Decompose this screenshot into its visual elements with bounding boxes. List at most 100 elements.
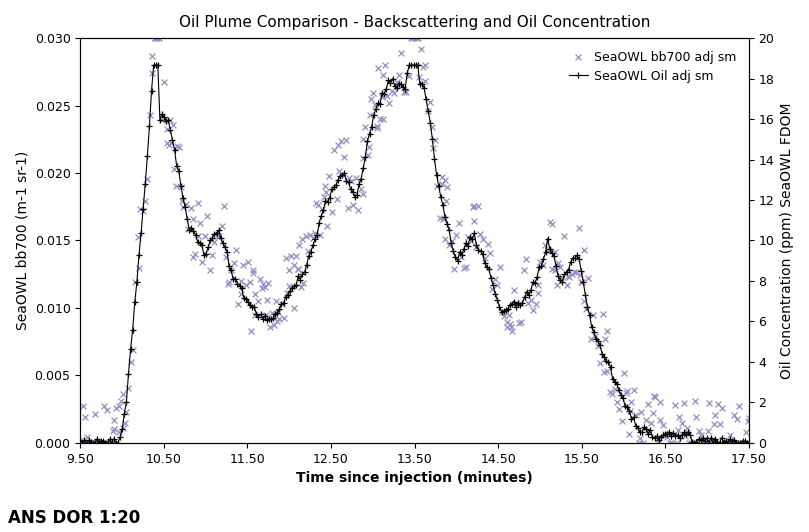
SeaOWL bb700 adj sm — [435, 173, 448, 181]
SeaOWL bb700 adj sm — [191, 232, 204, 240]
SeaOWL bb700 adj sm — [371, 122, 384, 130]
SeaOWL bb700 adj sm — [146, 69, 159, 77]
SeaOWL bb700 adj sm — [148, 34, 161, 43]
SeaOWL bb700 adj sm — [118, 419, 131, 427]
SeaOWL bb700 adj sm — [103, 438, 116, 447]
SeaOWL bb700 adj sm — [153, 34, 166, 43]
SeaOWL bb700 adj sm — [100, 405, 113, 414]
SeaOWL bb700 adj sm — [131, 232, 144, 241]
SeaOWL bb700 adj sm — [143, 111, 156, 120]
Y-axis label: Oil Concentration (ppm) SeaOWL FDOM: Oil Concentration (ppm) SeaOWL FDOM — [780, 102, 794, 379]
SeaOWL bb700 adj sm — [129, 278, 142, 286]
SeaOWL bb700 adj sm — [625, 397, 638, 406]
SeaOWL bb700 adj sm — [529, 300, 542, 308]
SeaOWL bb700 adj sm — [275, 300, 288, 308]
SeaOWL bb700 adj sm — [108, 415, 121, 424]
SeaOWL bb700 adj sm — [634, 408, 647, 416]
SeaOWL bb700 adj sm — [365, 95, 378, 104]
SeaOWL bb700 adj sm — [222, 278, 235, 286]
SeaOWL bb700 adj sm — [383, 99, 396, 107]
SeaOWL bb700 adj sm — [244, 327, 257, 336]
SeaOWL bb700 adj sm — [608, 385, 621, 394]
SeaOWL bb700 adj sm — [138, 196, 151, 205]
SeaOWL bb700 adj sm — [282, 281, 295, 290]
SeaOWL bb700 adj sm — [242, 258, 255, 267]
SeaOWL bb700 adj sm — [352, 205, 365, 214]
SeaOWL bb700 adj sm — [163, 141, 176, 149]
SeaOWL bb700 adj sm — [281, 289, 294, 297]
SeaOWL bb700 adj sm — [561, 281, 574, 289]
SeaOWL Oil adj sm — [176, 182, 186, 189]
SeaOWL Oil adj sm — [149, 62, 159, 68]
SeaOWL bb700 adj sm — [687, 438, 700, 447]
SeaOWL bb700 adj sm — [222, 280, 235, 288]
SeaOWL bb700 adj sm — [735, 438, 748, 447]
SeaOWL bb700 adj sm — [740, 428, 753, 437]
SeaOWL bb700 adj sm — [439, 196, 452, 205]
SeaOWL bb700 adj sm — [317, 193, 330, 202]
SeaOWL bb700 adj sm — [235, 289, 248, 298]
SeaOWL bb700 adj sm — [584, 334, 597, 343]
SeaOWL bb700 adj sm — [258, 282, 271, 291]
SeaOWL bb700 adj sm — [409, 34, 422, 43]
SeaOWL bb700 adj sm — [407, 34, 420, 43]
SeaOWL bb700 adj sm — [160, 138, 173, 147]
SeaOWL bb700 adj sm — [445, 237, 458, 245]
SeaOWL bb700 adj sm — [611, 397, 624, 406]
SeaOWL bb700 adj sm — [727, 411, 740, 419]
SeaOWL bb700 adj sm — [385, 87, 398, 96]
SeaOWL bb700 adj sm — [107, 427, 120, 435]
SeaOWL bb700 adj sm — [112, 402, 125, 411]
SeaOWL bb700 adj sm — [395, 48, 408, 57]
SeaOWL bb700 adj sm — [155, 116, 168, 124]
SeaOWL bb700 adj sm — [141, 174, 154, 183]
SeaOWL bb700 adj sm — [208, 238, 221, 246]
SeaOWL bb700 adj sm — [184, 204, 197, 212]
SeaOWL bb700 adj sm — [133, 204, 146, 213]
SeaOWL bb700 adj sm — [541, 245, 554, 254]
SeaOWL bb700 adj sm — [341, 204, 354, 213]
SeaOWL bb700 adj sm — [272, 308, 285, 317]
SeaOWL bb700 adj sm — [150, 34, 163, 43]
SeaOWL bb700 adj sm — [413, 73, 426, 81]
SeaOWL bb700 adj sm — [337, 153, 350, 161]
SeaOWL bb700 adj sm — [694, 431, 707, 439]
SeaOWL bb700 adj sm — [579, 305, 592, 313]
SeaOWL bb700 adj sm — [98, 402, 111, 410]
SeaOWL bb700 adj sm — [616, 417, 629, 426]
SeaOWL bb700 adj sm — [124, 358, 137, 366]
SeaOWL bb700 adj sm — [551, 280, 564, 289]
SeaOWL bb700 adj sm — [357, 135, 370, 143]
SeaOWL bb700 adj sm — [502, 311, 515, 320]
SeaOWL bb700 adj sm — [654, 416, 667, 425]
SeaOWL bb700 adj sm — [345, 177, 358, 185]
SeaOWL bb700 adj sm — [477, 235, 489, 244]
SeaOWL bb700 adj sm — [120, 408, 133, 417]
SeaOWL bb700 adj sm — [115, 397, 128, 405]
SeaOWL bb700 adj sm — [688, 397, 701, 406]
SeaOWL bb700 adj sm — [359, 122, 372, 131]
SeaOWL bb700 adj sm — [711, 400, 724, 408]
SeaOWL bb700 adj sm — [86, 438, 99, 447]
SeaOWL bb700 adj sm — [287, 304, 300, 313]
SeaOWL bb700 adj sm — [450, 231, 463, 239]
SeaOWL bb700 adj sm — [505, 323, 518, 331]
SeaOWL bb700 adj sm — [599, 334, 612, 343]
SeaOWL bb700 adj sm — [629, 411, 642, 420]
SeaOWL bb700 adj sm — [78, 412, 91, 421]
SeaOWL bb700 adj sm — [659, 430, 671, 438]
SeaOWL bb700 adj sm — [91, 438, 104, 447]
SeaOWL bb700 adj sm — [623, 430, 636, 438]
SeaOWL bb700 adj sm — [679, 432, 692, 440]
SeaOWL bb700 adj sm — [110, 404, 123, 413]
SeaOWL bb700 adj sm — [484, 249, 497, 257]
SeaOWL bb700 adj sm — [699, 438, 712, 446]
SeaOWL bb700 adj sm — [574, 278, 587, 286]
SeaOWL bb700 adj sm — [388, 89, 400, 97]
SeaOWL bb700 adj sm — [364, 111, 377, 119]
SeaOWL bb700 adj sm — [527, 306, 540, 314]
SeaOWL bb700 adj sm — [373, 114, 386, 123]
SeaOWL bb700 adj sm — [170, 182, 183, 190]
SeaOWL bb700 adj sm — [307, 234, 320, 243]
SeaOWL bb700 adj sm — [714, 420, 726, 428]
